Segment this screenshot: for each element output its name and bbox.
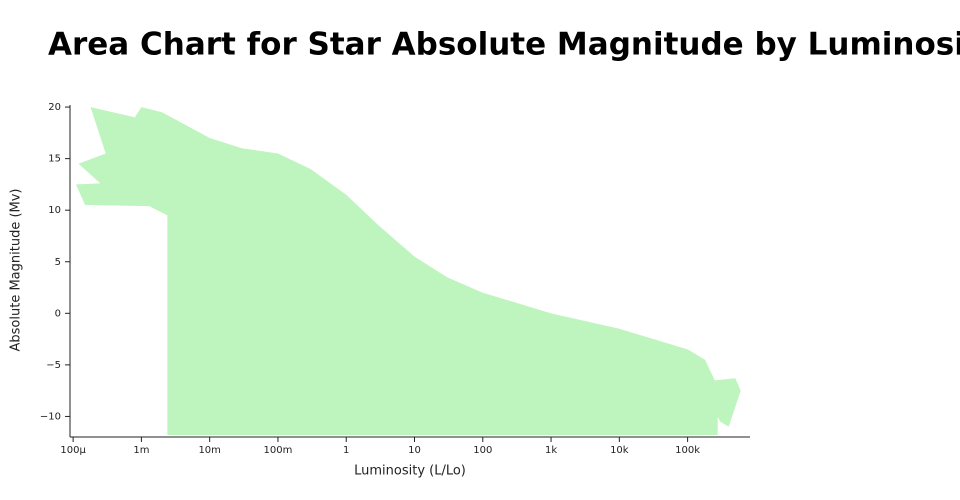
y-tick-label: 10 <box>48 205 61 216</box>
x-tick-label: 10m <box>198 445 220 456</box>
x-tick-label: 1 <box>343 445 349 456</box>
y-tick-label: 5 <box>55 257 61 268</box>
x-tick-label: 100m <box>264 445 293 456</box>
x-tick-label: 1k <box>545 445 557 456</box>
y-tick-label: 20 <box>48 102 61 113</box>
x-tick-label: 100 <box>473 445 492 456</box>
y-tick-label: −10 <box>40 411 61 422</box>
y-tick-label: 0 <box>55 308 61 319</box>
x-tick-label: 10k <box>610 445 629 456</box>
y-tick-label: −5 <box>46 360 61 371</box>
x-tick-label: 10 <box>408 445 421 456</box>
x-axis-title: Luminosity (L/Lo) <box>354 464 466 479</box>
x-tick-label: 1m <box>133 445 149 456</box>
area <box>75 107 741 435</box>
y-tick-label: 15 <box>48 154 61 165</box>
x-tick-label: 100k <box>675 445 700 456</box>
x-tick-label: 100µ <box>60 445 86 456</box>
y-axis-title: Absolute Magnitude (Mv) <box>9 188 24 351</box>
chart-title: Area Chart for Star Absolute Magnitude b… <box>48 27 960 63</box>
